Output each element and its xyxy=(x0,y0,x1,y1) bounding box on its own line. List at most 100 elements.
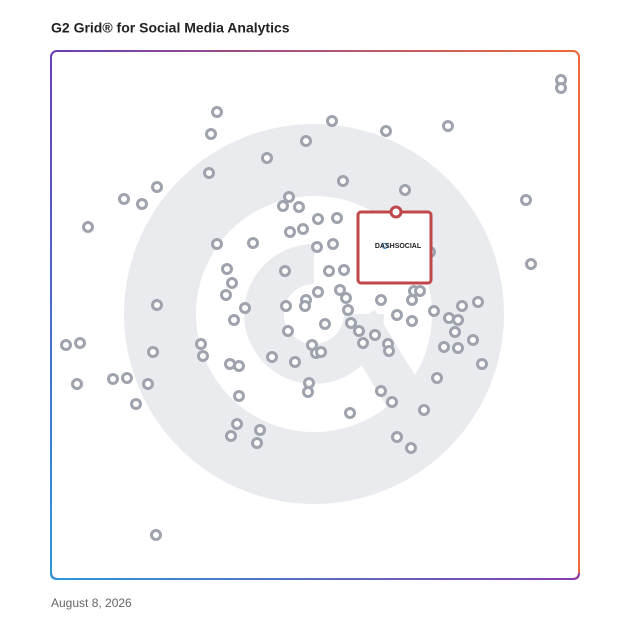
product-point xyxy=(203,167,215,179)
product-point xyxy=(293,201,305,213)
product-point xyxy=(315,346,327,358)
highlight-ring xyxy=(382,243,388,249)
product-point xyxy=(431,372,443,384)
product-point xyxy=(142,378,154,390)
product-point xyxy=(438,341,450,353)
highlight-label: DASHSOCIAL xyxy=(375,243,422,250)
product-point xyxy=(312,286,324,298)
product-point xyxy=(391,309,403,321)
product-point xyxy=(266,351,278,363)
product-point xyxy=(353,325,365,337)
product-point xyxy=(251,437,263,449)
product-point xyxy=(221,263,233,275)
product-point xyxy=(280,300,292,312)
product-point xyxy=(331,212,343,224)
product-point xyxy=(327,238,339,250)
product-point xyxy=(340,292,352,304)
product-point xyxy=(357,337,369,349)
product-point xyxy=(277,200,289,212)
product-point xyxy=(254,424,266,436)
product-point xyxy=(225,430,237,442)
product-point xyxy=(289,356,301,368)
chart-title: G2 Grid® for Social Media Analytics xyxy=(51,20,290,36)
product-point xyxy=(414,285,426,297)
product-point xyxy=(299,300,311,312)
product-point xyxy=(386,396,398,408)
product-point xyxy=(391,431,403,443)
product-point xyxy=(456,300,468,312)
product-point xyxy=(205,128,217,140)
product-point xyxy=(375,385,387,397)
product-point xyxy=(452,342,464,354)
product-point xyxy=(342,304,354,316)
product-point xyxy=(428,305,440,317)
product-point xyxy=(449,326,461,338)
grid-border xyxy=(50,57,58,580)
product-point xyxy=(344,407,356,419)
product-point xyxy=(323,265,335,277)
product-point xyxy=(228,314,240,326)
product-point xyxy=(60,339,72,351)
product-point xyxy=(383,345,395,357)
grid-border xyxy=(57,572,580,580)
product-point xyxy=(224,358,236,370)
product-point xyxy=(525,258,537,270)
product-point xyxy=(338,264,350,276)
product-point xyxy=(211,238,223,250)
product-point xyxy=(283,191,295,203)
product-point xyxy=(375,294,387,306)
product-point xyxy=(220,289,232,301)
product-point xyxy=(369,329,381,341)
product-point xyxy=(121,372,133,384)
product-point xyxy=(74,337,86,349)
product-point xyxy=(467,334,479,346)
product-point xyxy=(231,418,243,430)
product-point xyxy=(472,296,484,308)
product-point xyxy=(150,529,162,541)
product-point xyxy=(302,386,314,398)
product-point xyxy=(326,115,338,127)
product-point xyxy=(418,404,430,416)
product-point xyxy=(147,346,159,358)
marks: DASHSOCIAL xyxy=(60,74,567,541)
product-point xyxy=(130,398,142,410)
product-point xyxy=(233,390,245,402)
product-point xyxy=(261,152,273,164)
product-point xyxy=(476,358,488,370)
product-point xyxy=(151,181,163,193)
product-point xyxy=(406,315,418,327)
product-point xyxy=(520,194,532,206)
product-point xyxy=(345,317,357,329)
product-point xyxy=(247,237,259,249)
highlight-point xyxy=(389,205,403,219)
date: August 8, 2026 xyxy=(51,596,132,610)
product-point xyxy=(297,223,309,235)
product-point xyxy=(71,378,83,390)
product-point xyxy=(452,314,464,326)
product-point xyxy=(82,221,94,233)
product-point xyxy=(337,175,349,187)
product-point xyxy=(107,373,119,385)
product-point xyxy=(405,442,417,454)
product-point xyxy=(442,120,454,132)
product-point xyxy=(282,325,294,337)
product-point xyxy=(380,125,392,137)
product-point xyxy=(136,198,148,210)
product-point xyxy=(300,135,312,147)
product-point xyxy=(399,184,411,196)
product-point xyxy=(311,241,323,253)
product-point xyxy=(319,318,331,330)
product-point xyxy=(211,106,223,118)
product-point xyxy=(555,82,567,94)
product-point xyxy=(334,284,346,296)
product-point xyxy=(195,338,207,350)
product-point xyxy=(239,302,251,314)
product-point xyxy=(284,226,296,238)
product-point xyxy=(312,213,324,225)
product-point xyxy=(151,299,163,311)
product-point xyxy=(226,277,238,289)
product-point xyxy=(118,193,130,205)
product-point xyxy=(197,350,209,362)
product-point xyxy=(279,265,291,277)
